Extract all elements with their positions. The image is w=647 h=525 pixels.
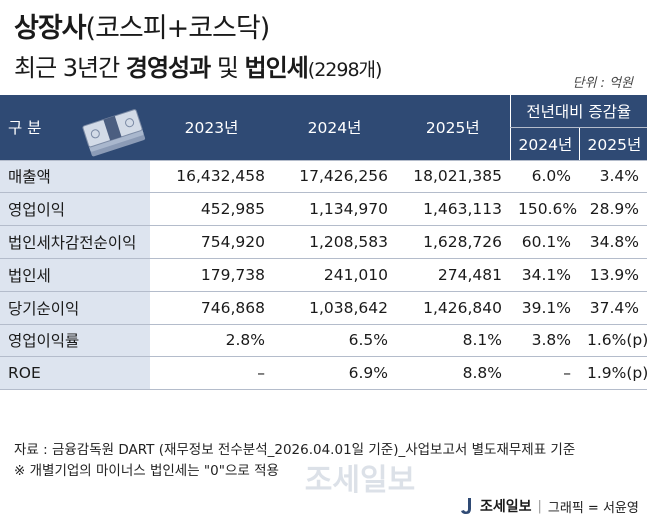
- tax-note: ※ 개별기업의 마이너스 법인세는 "0"으로 적용: [14, 463, 279, 479]
- cell-2024: 6.9%: [273, 356, 396, 391]
- cell-2025: 8.1%: [396, 324, 510, 358]
- brand-logo-icon: [461, 498, 471, 514]
- cell-2024: 1,208,583: [273, 225, 396, 259]
- table-row: 법인세 179,738 241,010 274,481 34.1% 13.9%: [0, 258, 647, 292]
- title-market: (코스피+코스닥): [85, 13, 271, 44]
- table-row: 영업이익 452,985 1,134,970 1,463,113 150.6% …: [0, 192, 647, 227]
- cell-change-2025: 37.4%: [579, 291, 647, 325]
- header-year-2025: 2025년: [396, 95, 510, 161]
- row-label: 법인세차감전순이익: [0, 225, 150, 259]
- graphic-credit: 그래픽 = 서윤영: [547, 500, 639, 516]
- cell-change-2024: 6.0%: [510, 160, 579, 194]
- cell-2023: 179,738: [150, 258, 273, 292]
- cell-change-2025: 34.8%: [579, 225, 647, 259]
- header-change-group: 전년대비 증감율: [509, 95, 647, 128]
- cell-2025: 274,481: [396, 258, 510, 292]
- table-row: 매출액 16,432,458 17,426,256 18,021,385 6.0…: [0, 160, 647, 194]
- row-label: 매출액: [0, 160, 150, 194]
- header-change-2025: 2025년: [578, 126, 647, 161]
- title-period: 최근 3년간: [14, 54, 126, 82]
- brand-separator: |: [537, 498, 542, 514]
- cell-change-2024: 3.8%: [510, 324, 579, 358]
- cell-change-2024: 39.1%: [510, 291, 579, 325]
- cell-2025: 8.8%: [396, 356, 510, 391]
- cell-change-2024: –: [510, 356, 579, 391]
- title-count: (2298개): [307, 59, 383, 81]
- header-category: 구 분: [0, 95, 150, 161]
- cell-change-2025: 3.4%: [579, 160, 647, 194]
- footer-notes: 자료 : 금융감독원 DART (재무정보 전수분석_2026.04.01일 기…: [14, 440, 575, 482]
- row-label: ROE: [0, 356, 150, 391]
- cell-2023: 754,920: [150, 225, 273, 259]
- table-row: ROE – 6.9% 8.8% – 1.9%(p): [0, 356, 647, 391]
- cell-2025: 1,463,113: [396, 192, 510, 227]
- cell-2023: 16,432,458: [150, 160, 273, 194]
- title-tax: 법인세: [244, 54, 309, 82]
- cell-2024: 1,134,970: [273, 192, 396, 227]
- table-row: 법인세차감전순이익 754,920 1,208,583 1,628,726 60…: [0, 225, 647, 259]
- cell-2024: 6.5%: [273, 324, 396, 358]
- title-main: 상장사: [14, 13, 87, 44]
- unit-label: 단위 : 억원: [572, 76, 634, 91]
- cell-2024: 241,010: [273, 258, 396, 292]
- cell-2024: 17,426,256: [273, 160, 396, 194]
- row-label: 영업이익률: [0, 324, 150, 358]
- title-performance: 경영성과: [125, 54, 211, 82]
- cell-2023: –: [150, 356, 273, 391]
- source-note: 자료 : 금융감독원 DART (재무정보 전수분석_2026.04.01일 기…: [14, 442, 576, 458]
- money-stack-icon: [82, 109, 146, 157]
- title-and: 및: [210, 54, 245, 82]
- cell-change-2024: 60.1%: [510, 225, 579, 259]
- row-label: 당기순이익: [0, 291, 150, 325]
- cell-change-2025: 1.9%(p): [579, 356, 647, 391]
- brand-watermark: 조세일보: [305, 463, 415, 498]
- header-category-text: 구 분: [8, 119, 42, 138]
- row-label: 영업이익: [0, 192, 150, 227]
- watermark-text: 조세일보: [305, 463, 415, 498]
- cell-2024: 1,038,642: [273, 291, 396, 325]
- cell-change-2025: 28.9%: [579, 192, 647, 227]
- cell-change-2024: 150.6%: [510, 192, 579, 227]
- title-line-2: 최근 3년간 경영성과 및 법인세(2298개): [14, 48, 383, 83]
- cell-2023: 2.8%: [150, 324, 273, 358]
- row-label: 법인세: [0, 258, 150, 292]
- brand-name: 조세일보: [480, 499, 532, 515]
- brand-credit: 조세일보 | 그래픽 = 서윤영: [458, 496, 639, 516]
- header-year-2023: 2023년: [150, 95, 273, 161]
- cell-2023: 746,868: [150, 291, 273, 325]
- title-line-1: 상장사(코스피+코스닥): [14, 6, 271, 45]
- header-change-2024: 2024년: [509, 126, 579, 161]
- performance-table: 구 분 2023년 2024년 2025년 전년대비 증감율 2024: [0, 95, 647, 391]
- table-row: 당기순이익 746,868 1,038,642 1,426,840 39.1% …: [0, 291, 647, 325]
- cell-change-2025: 13.9%: [579, 258, 647, 292]
- table-row: 영업이익률 2.8% 6.5% 8.1% 3.8% 1.6%(p): [0, 324, 647, 358]
- cell-2025: 1,628,726: [396, 225, 510, 259]
- cell-change-2025: 1.6%(p): [579, 324, 647, 358]
- cell-2023: 452,985: [150, 192, 273, 227]
- header-year-2024: 2024년: [273, 95, 396, 161]
- cell-2025: 18,021,385: [396, 160, 510, 194]
- cell-2025: 1,426,840: [396, 291, 510, 325]
- cell-change-2024: 34.1%: [510, 258, 579, 292]
